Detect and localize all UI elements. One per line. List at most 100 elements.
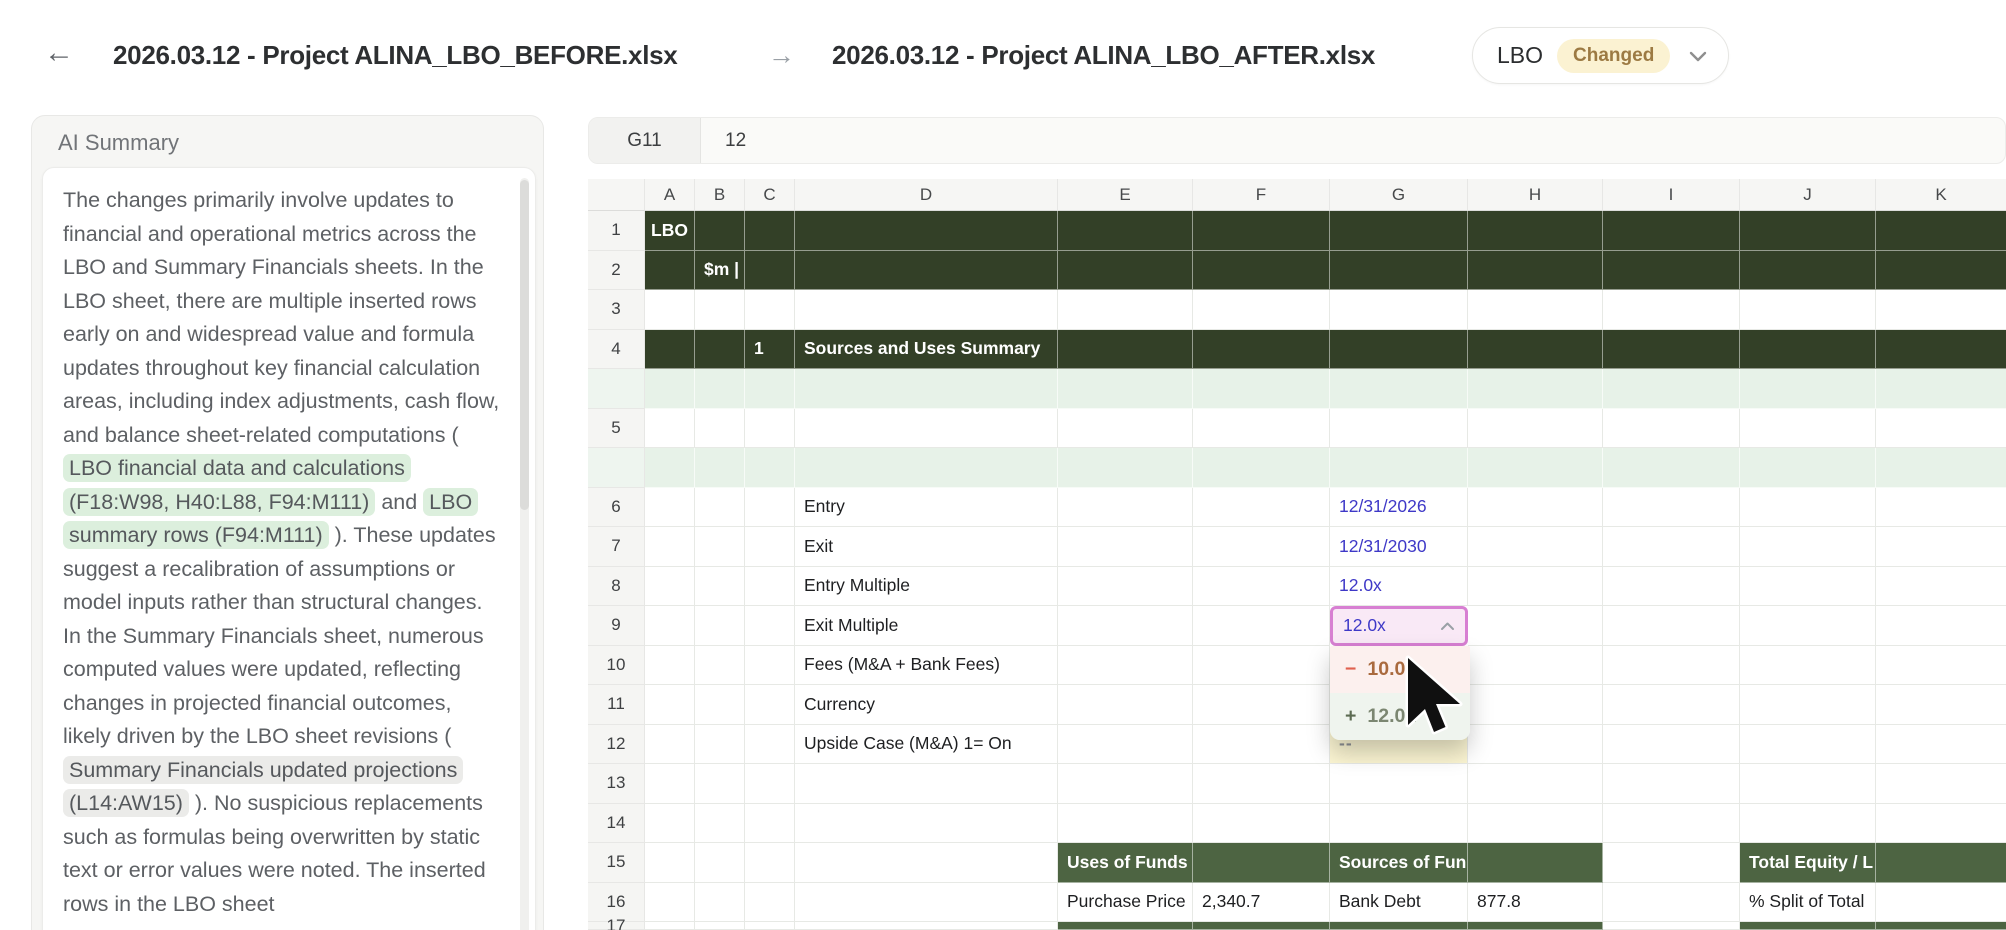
cell-J16[interactable]: % Split of Total <box>1740 882 1876 922</box>
cell-J17[interactable] <box>1740 922 1876 930</box>
diff-old-value-option[interactable]: − 10.0x <box>1330 646 1470 693</box>
cell-J1[interactable] <box>1740 211 1876 251</box>
cell-D3[interactable] <box>795 290 1058 330</box>
cell-I10[interactable] <box>1603 645 1740 685</box>
cell-K5[interactable] <box>1876 408 2006 448</box>
cell-D14[interactable] <box>795 803 1058 843</box>
cell-G17[interactable] <box>1330 922 1468 930</box>
cell-K6[interactable] <box>1876 487 2006 527</box>
cell-D16[interactable] <box>795 882 1058 922</box>
cell-C13[interactable] <box>745 764 795 804</box>
cell-E12[interactable] <box>1058 724 1193 764</box>
cell-C7[interactable] <box>745 527 795 567</box>
cell-F6[interactable] <box>1193 487 1330 527</box>
cell-E15[interactable]: Uses of Funds <box>1058 843 1193 883</box>
cell-D12[interactable]: Upside Case (M&A) 1= On <box>795 724 1058 764</box>
column-header-E[interactable]: E <box>1058 179 1193 211</box>
cell-A3[interactable] <box>645 290 695 330</box>
cell-F8[interactable] <box>1193 566 1330 606</box>
cell-D5[interactable] <box>795 408 1058 448</box>
cell-A13[interactable] <box>645 764 695 804</box>
cell-C5[interactable] <box>745 408 795 448</box>
cell-K12[interactable] <box>1876 724 2006 764</box>
cell-I16[interactable] <box>1603 882 1740 922</box>
cell-C11[interactable] <box>745 685 795 725</box>
cell-Dins[interactable] <box>795 448 1058 488</box>
row-header-12[interactable]: 12 <box>588 724 645 764</box>
cell-Jins[interactable] <box>1740 369 1876 409</box>
cell-C10[interactable] <box>745 645 795 685</box>
cell-C14[interactable] <box>745 803 795 843</box>
row-header-15[interactable]: 15 <box>588 843 645 883</box>
cell-E2[interactable] <box>1058 250 1193 290</box>
cell-E10[interactable] <box>1058 645 1193 685</box>
cell-Jins[interactable] <box>1740 448 1876 488</box>
column-header-G[interactable]: G <box>1330 179 1468 211</box>
cell-Ains[interactable] <box>645 448 695 488</box>
row-header-11[interactable]: 11 <box>588 685 645 725</box>
formula-input[interactable]: 12 <box>725 129 747 151</box>
cell-A7[interactable] <box>645 527 695 567</box>
cell-K2[interactable] <box>1876 250 2006 290</box>
cell-Hins[interactable] <box>1468 369 1603 409</box>
cell-H10[interactable] <box>1468 645 1603 685</box>
cell-Cins[interactable] <box>745 369 795 409</box>
cell-K15[interactable] <box>1876 843 2006 883</box>
cell-B9[interactable] <box>695 606 745 646</box>
cell-B6[interactable] <box>695 487 745 527</box>
cell-C1[interactable] <box>745 211 795 251</box>
cell-J5[interactable] <box>1740 408 1876 448</box>
cell-K10[interactable] <box>1876 645 2006 685</box>
row-header-10[interactable]: 10 <box>588 645 645 685</box>
cell-Ains[interactable] <box>645 369 695 409</box>
row-header-17[interactable]: 17 <box>588 916 645 930</box>
cell-G7[interactable]: 12/31/2030 <box>1330 527 1468 567</box>
row-header-inserted[interactable] <box>588 448 645 488</box>
cell-G1[interactable] <box>1330 211 1468 251</box>
cell-J11[interactable] <box>1740 685 1876 725</box>
cell-H17[interactable] <box>1468 922 1603 930</box>
column-header-J[interactable]: J <box>1740 179 1876 211</box>
cell-J7[interactable] <box>1740 527 1876 567</box>
cell-J3[interactable] <box>1740 290 1876 330</box>
cell-J10[interactable] <box>1740 645 1876 685</box>
cell-G2[interactable] <box>1330 250 1468 290</box>
cell-A4[interactable] <box>645 329 695 369</box>
cell-Kins[interactable] <box>1876 369 2006 409</box>
cell-F9[interactable] <box>1193 606 1330 646</box>
row-header-13[interactable]: 13 <box>588 764 645 804</box>
row-header-6[interactable]: 6 <box>588 487 645 527</box>
cell-E4[interactable] <box>1058 329 1193 369</box>
cell-D11[interactable]: Currency <box>795 685 1058 725</box>
cell-H12[interactable] <box>1468 724 1603 764</box>
cell-C3[interactable] <box>745 290 795 330</box>
cell-I15[interactable] <box>1603 843 1740 883</box>
cell-H13[interactable] <box>1468 764 1603 804</box>
cell-E9[interactable] <box>1058 606 1193 646</box>
cell-B4[interactable] <box>695 329 745 369</box>
cell-G16[interactable]: Bank Debt <box>1330 882 1468 922</box>
cell-Fins[interactable] <box>1193 448 1330 488</box>
cell-B7[interactable] <box>695 527 745 567</box>
cell-E6[interactable] <box>1058 487 1193 527</box>
cell-A9[interactable] <box>645 606 695 646</box>
cell-F12[interactable] <box>1193 724 1330 764</box>
cell-I9[interactable] <box>1603 606 1740 646</box>
cell-D13[interactable] <box>795 764 1058 804</box>
cell-I13[interactable] <box>1603 764 1740 804</box>
cell-J12[interactable] <box>1740 724 1876 764</box>
cell-G4[interactable] <box>1330 329 1468 369</box>
cell-E7[interactable] <box>1058 527 1193 567</box>
cell-F1[interactable] <box>1193 211 1330 251</box>
cell-I12[interactable] <box>1603 724 1740 764</box>
cell-Eins[interactable] <box>1058 369 1193 409</box>
summary-range-reference[interactable]: LBO financial data and calculations (F18… <box>63 454 411 516</box>
row-header-14[interactable]: 14 <box>588 803 645 843</box>
cell-C9[interactable] <box>745 606 795 646</box>
row-header-8[interactable]: 8 <box>588 566 645 606</box>
cell-Dins[interactable] <box>795 369 1058 409</box>
cell-K17[interactable] <box>1876 922 2006 930</box>
cell-B8[interactable] <box>695 566 745 606</box>
row-header-4[interactable]: 4 <box>588 329 645 369</box>
cell-I14[interactable] <box>1603 803 1740 843</box>
